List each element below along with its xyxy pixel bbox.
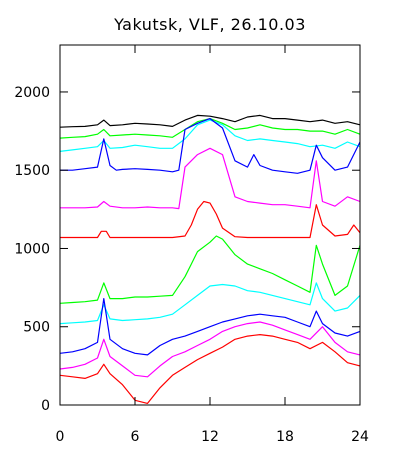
chart-title: Yakutsk, VLF, 26.10.03 bbox=[113, 15, 306, 34]
series-line-11 bbox=[59, 334, 361, 404]
series-line-7 bbox=[59, 235, 361, 304]
y-tick-label: 500 bbox=[23, 320, 50, 336]
series-layer bbox=[59, 114, 361, 404]
series-line-6 bbox=[60, 200, 361, 239]
y-tick-label: 1500 bbox=[14, 163, 50, 179]
axis-layer: 0 6 12 18 24 0 500 1000 1500 2000 bbox=[14, 45, 369, 445]
x-tick-label: 18 bbox=[276, 429, 294, 445]
x-tick-label: 0 bbox=[56, 429, 65, 445]
y-tick-label: 0 bbox=[41, 398, 50, 414]
y-tick-label: 1000 bbox=[14, 241, 50, 257]
series-line-5 bbox=[60, 147, 361, 210]
series-line-3 bbox=[59, 119, 361, 152]
series-line-2 bbox=[59, 117, 361, 139]
x-tick-label: 6 bbox=[131, 429, 140, 445]
plot-frame bbox=[59, 44, 361, 406]
series-line-10 bbox=[59, 321, 361, 378]
series-line-9 bbox=[59, 298, 361, 356]
y-tick-label: 2000 bbox=[14, 85, 50, 101]
x-tick-label: 24 bbox=[351, 429, 369, 445]
x-tick-label: 12 bbox=[201, 429, 219, 445]
series-line-4 bbox=[60, 117, 361, 174]
series-line-1 bbox=[59, 114, 361, 128]
